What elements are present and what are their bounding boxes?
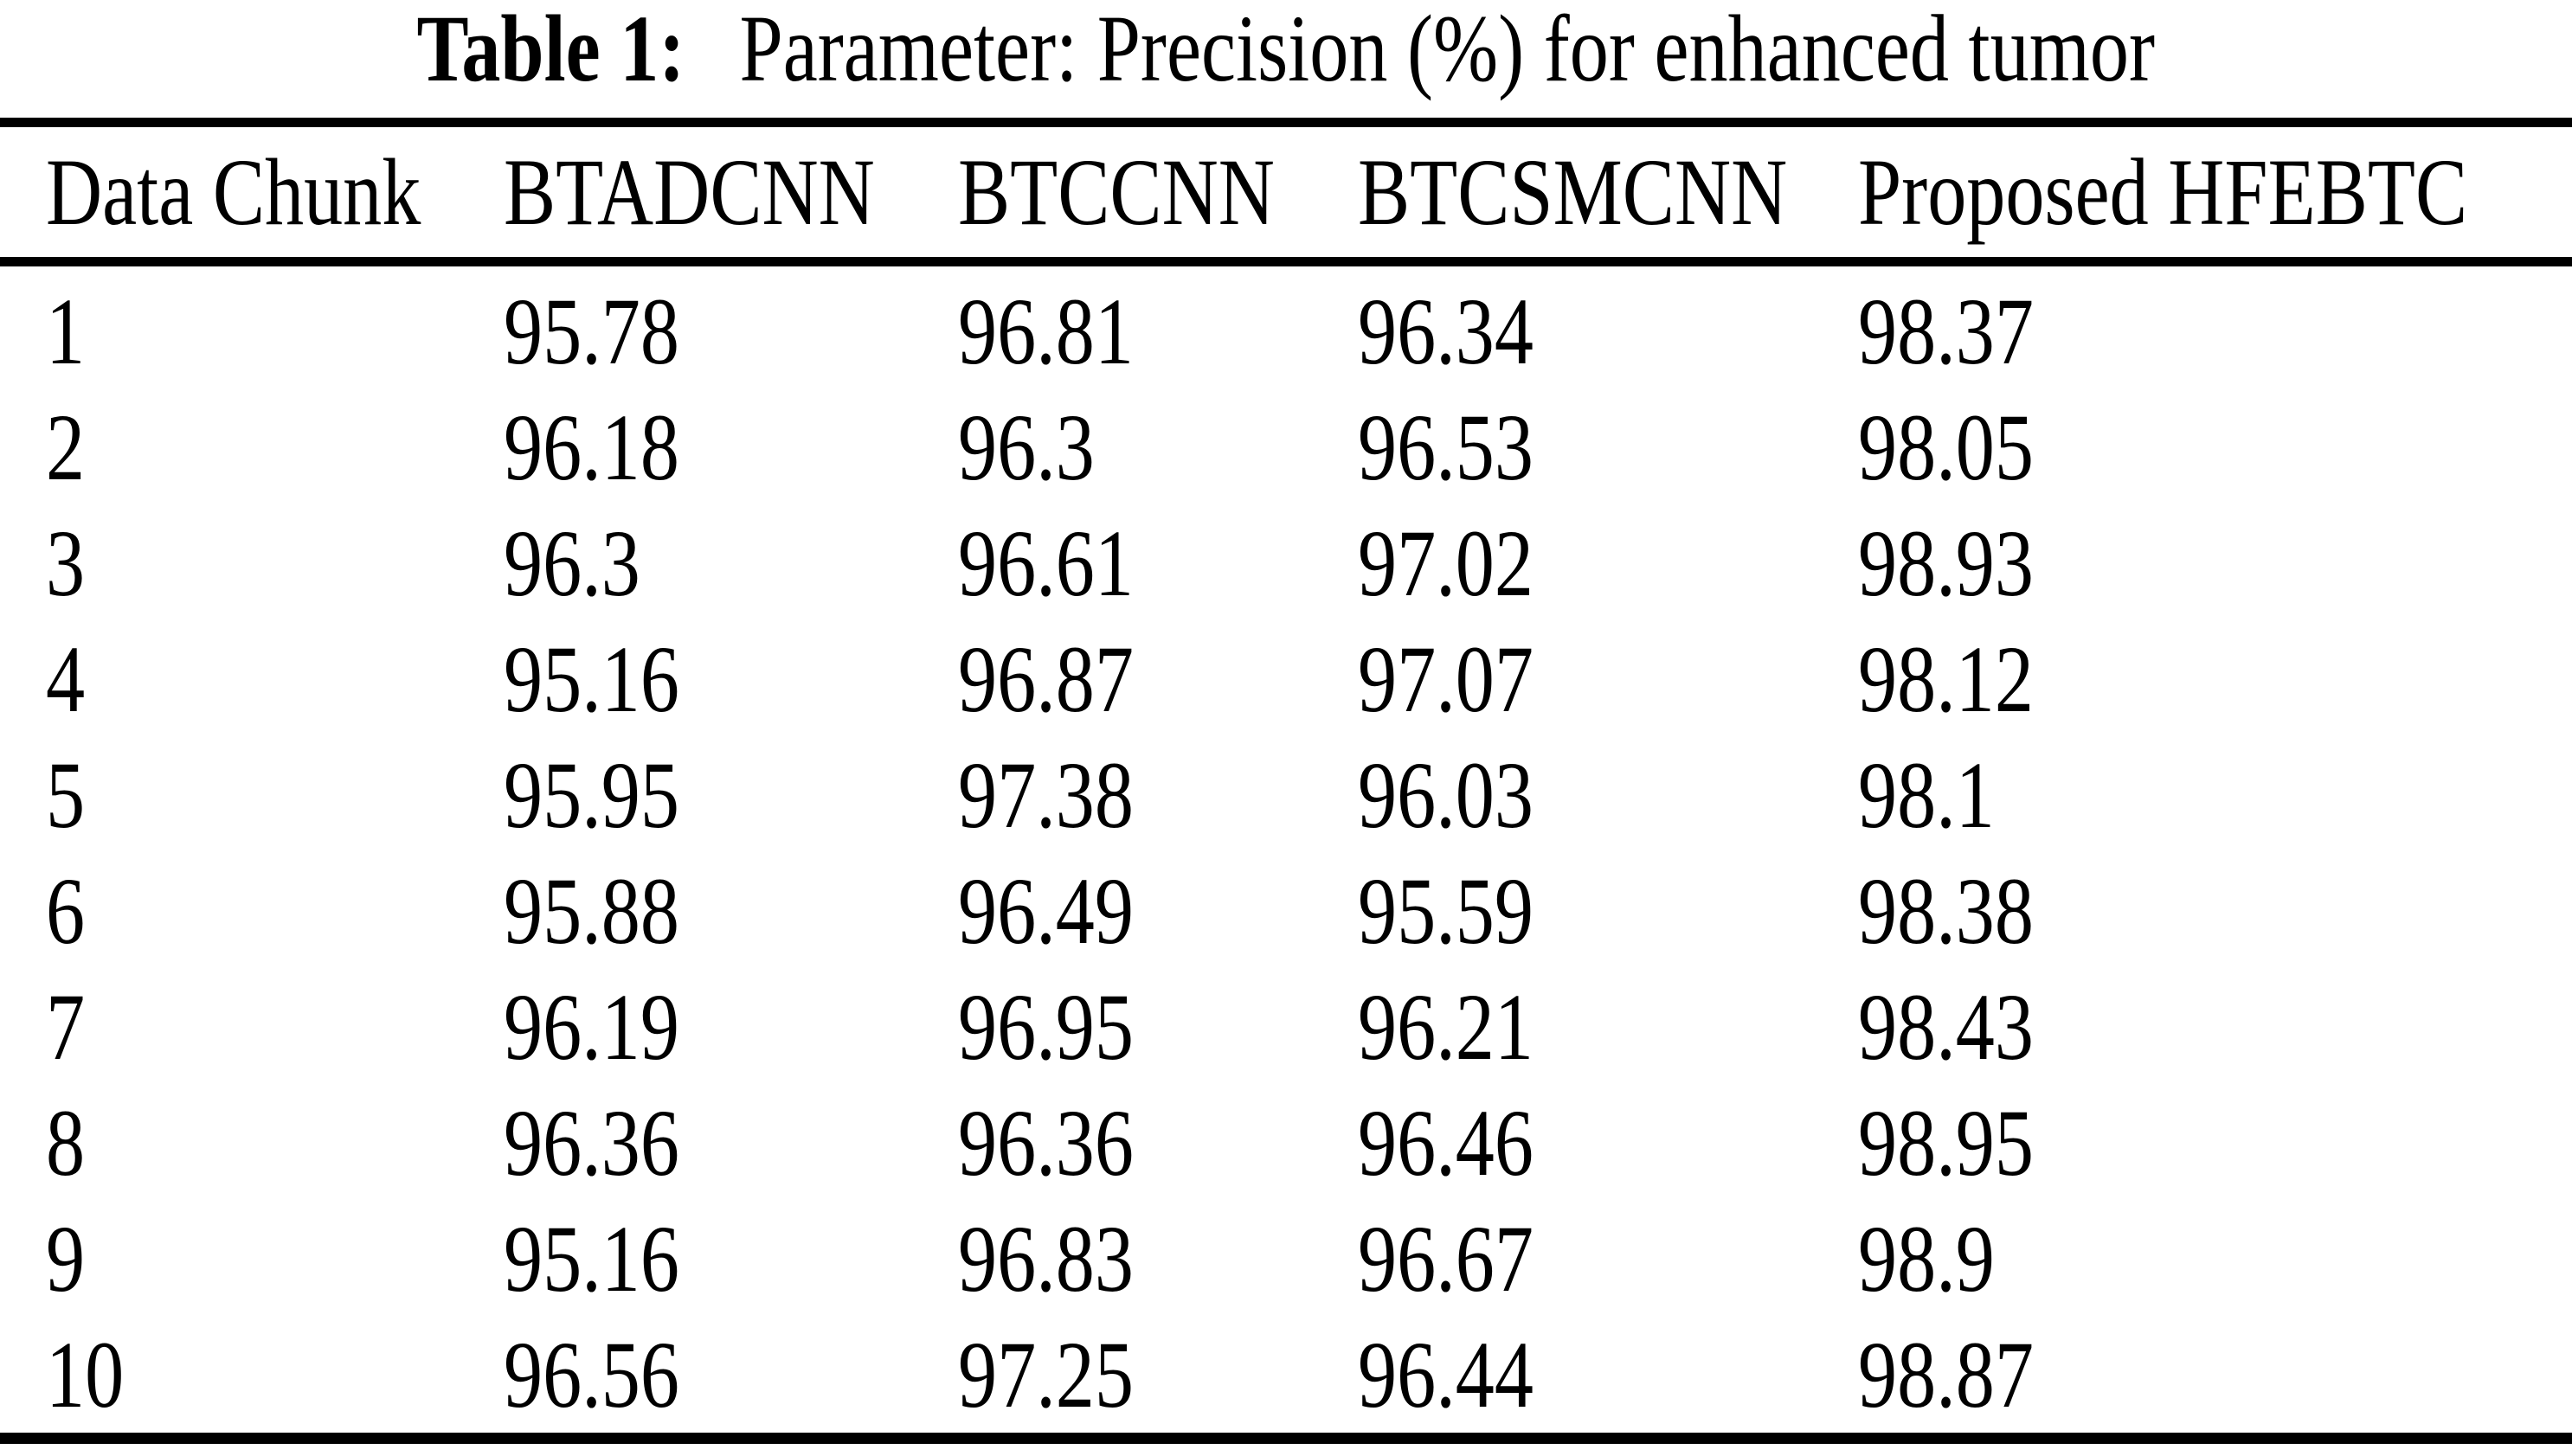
table-row: 4 95.16 96.87 97.07 98.12 — [0, 621, 2572, 737]
cell-value: 96.36 — [504, 1089, 679, 1196]
cell-value: 98.9 — [1858, 1205, 1995, 1312]
cell-value: 96.19 — [504, 973, 679, 1080]
cell-value: 96.56 — [504, 1321, 679, 1427]
cell-value: 97.07 — [1358, 625, 1534, 732]
cell-value: 98.95 — [1858, 1089, 2034, 1196]
cell-value: 98.87 — [1858, 1321, 2034, 1427]
cell-value: 96.81 — [958, 278, 1134, 384]
cell-value: 96.46 — [1358, 1089, 1534, 1196]
cell-value: 96.21 — [1358, 973, 1534, 1080]
cell-value: 97.25 — [958, 1321, 1134, 1427]
cell-value: 98.12 — [1858, 625, 2034, 732]
table-body: 1 95.78 96.81 96.34 98.37 2 96.18 96.3 96.53 98.0… — [0, 273, 2572, 1433]
table-row: 2 96.18 96.3 96.53 98.05 — [0, 389, 2572, 505]
cell-value: 95.59 — [1358, 857, 1534, 964]
cell-value: 98.38 — [1858, 857, 2034, 964]
cell-value: 95.95 — [504, 741, 679, 848]
table-row: 8 96.36 96.36 96.46 98.95 — [0, 1085, 2572, 1201]
cell-value: 95.16 — [504, 1205, 679, 1312]
table-row: 3 96.3 96.61 97.02 98.93 — [0, 505, 2572, 621]
table-rule-top — [0, 118, 2572, 127]
table-row: 1 95.78 96.81 96.34 98.37 — [0, 273, 2572, 389]
cell-value: 96.03 — [1358, 741, 1534, 848]
table-row: 6 95.88 96.49 95.59 98.38 — [0, 853, 2572, 969]
cell-value: 98.37 — [1858, 278, 2034, 384]
cell-value: 96.87 — [958, 625, 1134, 732]
cell-value: 96.3 — [504, 510, 640, 616]
cell-value: 96.67 — [1358, 1205, 1534, 1312]
table-row: 7 96.19 96.95 96.21 98.43 — [0, 969, 2572, 1085]
table-caption: Table 1: Parameter: Precision (%) for en… — [0, 0, 2572, 109]
cell-data-chunk: 9 — [46, 1205, 86, 1312]
cell-value: 95.88 — [504, 857, 679, 964]
cell-value: 96.95 — [958, 973, 1134, 1080]
cell-value: 96.3 — [958, 394, 1095, 500]
cell-data-chunk: 4 — [46, 625, 86, 732]
column-header-proposed-hfebtc: Proposed HFEBTC — [1858, 138, 2468, 245]
column-header-btccnn: BTCCNN — [958, 138, 1275, 245]
cell-value: 97.38 — [958, 741, 1134, 848]
cell-value: 95.78 — [504, 278, 679, 384]
cell-value: 96.34 — [1358, 278, 1534, 384]
cell-value: 96.49 — [958, 857, 1134, 964]
cell-data-chunk: 8 — [46, 1089, 86, 1196]
cell-data-chunk: 6 — [46, 857, 86, 964]
table-rule-header-bottom — [0, 257, 2572, 266]
cell-value: 96.36 — [958, 1089, 1134, 1196]
cell-value: 97.02 — [1358, 510, 1534, 616]
table-row: 5 95.95 97.38 96.03 98.1 — [0, 737, 2572, 853]
column-header-btadcnn: BTADCNN — [504, 138, 875, 245]
cell-data-chunk: 2 — [46, 394, 86, 500]
column-header-data-chunk: Data Chunk — [46, 138, 421, 245]
table-row: 9 95.16 96.83 96.67 98.9 — [0, 1201, 2572, 1317]
cell-value: 96.53 — [1358, 394, 1534, 500]
cell-value: 96.18 — [504, 394, 679, 500]
cell-value: 96.61 — [958, 510, 1134, 616]
cell-value: 96.44 — [1358, 1321, 1534, 1427]
cell-value: 98.05 — [1858, 394, 2034, 500]
cell-value: 95.16 — [504, 625, 679, 732]
column-header-btcsmcnn: BTCSMCNN — [1358, 138, 1788, 245]
table-header-row: Data Chunk BTADCNN BTCCNN BTCSMCNN Propo… — [0, 131, 2572, 253]
cell-data-chunk: 10 — [46, 1321, 125, 1427]
cell-data-chunk: 1 — [46, 278, 86, 384]
cell-data-chunk: 7 — [46, 973, 86, 1080]
cell-data-chunk: 5 — [46, 741, 86, 848]
cell-value: 98.93 — [1858, 510, 2034, 616]
cell-value: 98.43 — [1858, 973, 2034, 1080]
cell-data-chunk: 3 — [46, 510, 86, 616]
table-caption-label: Table 1: — [416, 0, 685, 101]
table-rule-bottom — [0, 1433, 2572, 1444]
table-row: 10 96.56 97.25 96.44 98.87 — [0, 1317, 2572, 1433]
cell-value: 98.1 — [1858, 741, 1995, 848]
table-caption-text: Parameter: Precision (%) for enhanced tu… — [739, 0, 2156, 101]
cell-value: 96.83 — [958, 1205, 1134, 1312]
